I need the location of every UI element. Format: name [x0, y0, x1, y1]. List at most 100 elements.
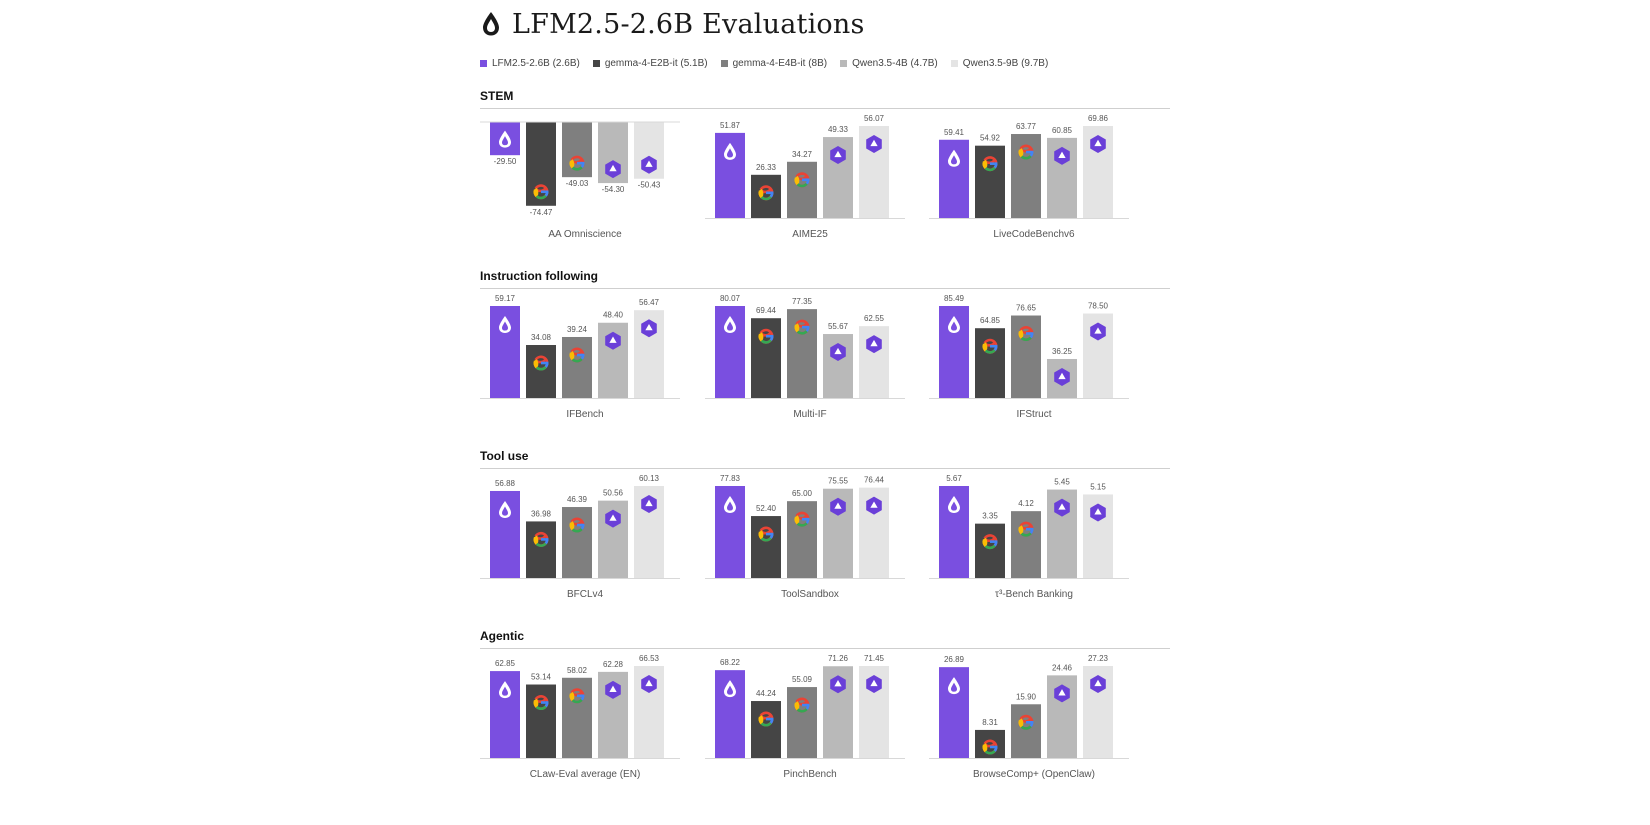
bar-chart-bfcl: 56.88 36.98 46.39 50.56 60.13 BFCLv4 — [480, 474, 680, 600]
qwen-logo-icon — [605, 680, 621, 699]
google-logo-icon — [1018, 326, 1034, 341]
section-agentic: Agentic 62.85 53.14 58.02 62.28 66.53 CLaw-Eva… — [480, 628, 1180, 799]
bar-value-label: 3.35 — [982, 512, 998, 521]
bar-value-label: 62.28 — [603, 660, 624, 669]
bar-chart-bcomp: 26.89 8.31 15.90 24.46 27.23 BrowseComp+ (Ope… — [929, 654, 1129, 780]
qwen-logo-icon — [1054, 684, 1070, 703]
liquid-logo-icon — [499, 130, 511, 148]
bar-value-label: 26.89 — [944, 655, 965, 664]
google-logo-icon — [1018, 521, 1034, 537]
liquid-logo-icon — [724, 496, 736, 513]
google-logo-icon — [533, 355, 549, 371]
benchmark-label: CLaw-Eval average (EN) — [530, 769, 641, 780]
legend-swatch — [720, 60, 728, 67]
qwen-logo-icon — [1090, 135, 1106, 153]
bar-value-label: 15.90 — [1016, 692, 1037, 701]
liquid-logo-icon — [948, 496, 960, 513]
bar-value-label: 59.41 — [944, 128, 965, 137]
bar-value-label: 5.15 — [1090, 482, 1106, 491]
bar-value-label: 34.08 — [531, 333, 552, 342]
legend-swatch — [950, 60, 958, 67]
google-logo-icon — [794, 172, 810, 188]
legend-item: Qwen3.5-9B (9.7B) — [950, 58, 1048, 69]
google-logo-icon — [1018, 714, 1034, 730]
bar-chart-ifb: 59.17 34.08 39.24 48.40 56.47 IFBench — [480, 294, 680, 420]
charts-row: 62.85 53.14 58.02 62.28 66.53 CLaw-Eval avera… — [480, 649, 1180, 799]
bar-chart-tau: 5.67 3.35 4.12 5.45 5.15 τ³-Bench Banking — [929, 474, 1129, 600]
benchmark-label: LiveCodeBenchv6 — [993, 229, 1075, 240]
evaluations-figure: LFM2.5-2.6B Evaluations LFM2.5-2.6B (2.6… — [480, 0, 1180, 825]
bar-chart-aa: -29.50 -74.47 -49.03 -54.30 -50.43 AA Omnisci… — [480, 121, 680, 240]
bar — [975, 523, 1005, 578]
bar — [787, 161, 817, 218]
bar — [490, 122, 520, 156]
google-logo-icon — [758, 328, 774, 344]
bar — [526, 122, 556, 206]
section-title: Agentic — [480, 629, 525, 643]
bar-chart-ifs: 85.49 64.85 76.65 36.25 78.50 IFStruct — [929, 294, 1129, 420]
google-logo-icon — [982, 156, 998, 172]
bar-value-label: 49.33 — [828, 125, 849, 134]
bar-chart-aime: 51.87 26.33 34.27 49.33 56.07 AIME25 — [705, 114, 905, 240]
benchmark-label: Multi-IF — [793, 409, 826, 420]
liquid-logo-icon — [948, 316, 960, 333]
benchmark-label: ToolSandbox — [781, 589, 839, 600]
bar-value-label: 65.00 — [792, 489, 813, 498]
section-divider — [480, 288, 1170, 289]
qwen-logo-icon — [1090, 322, 1106, 341]
liquid-logo-icon — [724, 316, 736, 333]
google-logo-icon — [982, 534, 998, 550]
charts-row: 59.17 34.08 39.24 48.40 56.47 IFBench 80.07 69.… — [480, 289, 1180, 439]
section-title: STEM — [480, 89, 514, 103]
qwen-logo-icon — [641, 319, 657, 338]
bar-value-label: 60.85 — [1052, 126, 1073, 135]
qwen-logo-icon — [641, 155, 657, 174]
bar-value-label: 27.23 — [1088, 654, 1109, 663]
section-title: Instruction following — [480, 269, 598, 283]
liquid-logo-icon — [483, 12, 499, 36]
qwen-logo-icon — [830, 497, 846, 516]
legend-item: gemma-4-E2B-it (5.1B) — [592, 58, 708, 69]
bar-value-label: 36.98 — [531, 509, 552, 518]
bar-value-label: 76.44 — [864, 476, 885, 485]
bar-value-label: 55.09 — [792, 675, 813, 684]
qwen-logo-icon — [1054, 146, 1070, 165]
qwen-logo-icon — [1090, 503, 1106, 522]
google-logo-icon — [758, 185, 774, 201]
qwen-logo-icon — [866, 135, 882, 153]
charts-row: 56.88 36.98 46.39 50.56 60.13 BFCLv4 77.83 52.4… — [480, 469, 1180, 619]
benchmark-label: AA Omniscience — [548, 229, 622, 240]
bar-chart-mif: 80.07 69.44 77.35 55.67 62.55 Multi-IF — [705, 294, 905, 420]
google-logo-icon — [982, 338, 998, 354]
bar-value-label: 80.07 — [720, 294, 741, 303]
chart-legend: LFM2.5-2.6B (2.6B) gemma-4-E2B-it (5.1B) g… — [480, 58, 1061, 69]
section-divider — [480, 648, 1170, 649]
bar-value-label: 71.45 — [864, 654, 885, 663]
bar-value-label: 53.14 — [531, 673, 552, 682]
bar-value-label: 77.35 — [792, 297, 813, 306]
bar-value-label: 5.67 — [946, 474, 962, 483]
bar — [751, 516, 781, 578]
bar-value-label: 52.40 — [756, 504, 777, 513]
qwen-logo-icon — [641, 675, 657, 693]
bar-value-label: 46.39 — [567, 495, 588, 504]
legend-label: gemma-4-E4B-it (8B) — [732, 58, 828, 69]
google-logo-icon — [794, 697, 810, 713]
bar-value-label: 56.07 — [864, 114, 885, 123]
google-logo-icon — [1018, 144, 1034, 160]
section-divider — [480, 468, 1170, 469]
bar — [526, 345, 556, 398]
bar-value-label: 62.55 — [864, 314, 885, 323]
bar-value-label: -54.30 — [602, 185, 625, 194]
bar-value-label: 26.33 — [756, 163, 777, 172]
page-header: LFM2.5-2.6B Evaluations — [480, 6, 865, 42]
bar-value-label: 8.31 — [982, 718, 998, 727]
bar-value-label: 60.13 — [639, 474, 660, 483]
bar — [787, 309, 817, 398]
page-title: LFM2.5-2.6B Evaluations — [512, 8, 865, 40]
google-logo-icon — [794, 319, 810, 335]
google-logo-icon — [533, 184, 549, 200]
google-logo-icon — [569, 688, 585, 704]
bar-value-label: 36.25 — [1052, 347, 1073, 356]
bar-value-label: -74.47 — [530, 208, 553, 217]
